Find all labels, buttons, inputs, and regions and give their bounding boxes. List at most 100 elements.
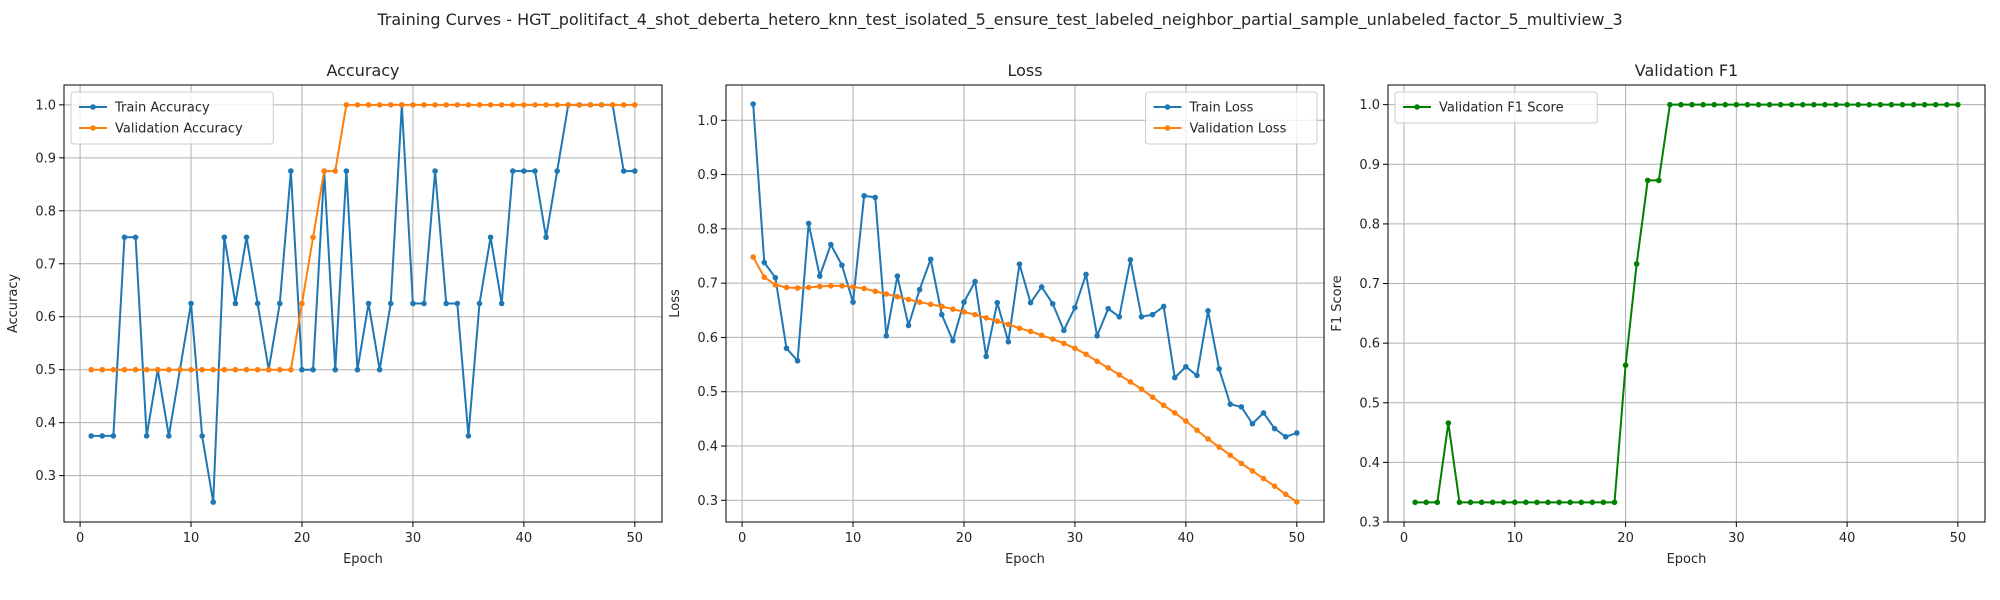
data-point-train-loss <box>1116 314 1123 320</box>
data-point-validation-f1-score <box>1633 261 1640 267</box>
data-point-train-loss <box>950 337 956 344</box>
data-point-validation-f1-score <box>1877 101 1884 108</box>
data-point-validation-accuracy <box>288 366 294 373</box>
data-point-train-loss <box>750 101 756 107</box>
data-point-validation-accuracy <box>210 366 217 373</box>
data-point-validation-loss <box>1171 410 1178 416</box>
data-point-validation-f1-score <box>1733 101 1740 108</box>
legend-swatch-marker <box>1164 125 1171 131</box>
data-point-validation-loss <box>1138 386 1145 392</box>
data-point-train-accuracy <box>543 234 549 241</box>
data-point-train-loss <box>1282 433 1289 440</box>
data-point-validation-accuracy <box>399 102 405 108</box>
x-tick-label: 40 <box>1178 531 1195 546</box>
y-tick-label: 0.5 <box>1359 396 1380 411</box>
data-point-train-accuracy <box>343 168 350 174</box>
legend-box <box>70 91 274 145</box>
data-point-validation-accuracy <box>509 102 516 108</box>
legend-swatch-marker <box>90 125 96 131</box>
data-point-validation-f1-score <box>1888 101 1895 108</box>
panel-loss: 0 10 20 30 40 50 0.3 0.4 0.5 0.6 0.7 0.8 0.9 1.0 Loss E… <box>668 61 1325 567</box>
data-point-validation-f1-score <box>1932 101 1939 108</box>
data-point-train-accuracy <box>288 168 294 174</box>
data-point-validation-accuracy <box>521 102 527 108</box>
y-tick-label: 0.8 <box>35 204 56 219</box>
series-validation-f1-score <box>1412 101 1961 506</box>
data-point-validation-accuracy <box>299 300 305 307</box>
data-point-validation-f1-score <box>1766 101 1773 108</box>
data-point-train-loss <box>1027 299 1034 306</box>
figure-suptitle: Training Curves - HGT_politifact_4_shot_… <box>376 10 1622 30</box>
data-point-validation-f1-score <box>1744 101 1751 108</box>
x-axis-label: Epoch <box>1667 552 1707 567</box>
data-point-validation-f1-score <box>1799 101 1806 108</box>
data-point-validation-accuracy <box>354 102 361 108</box>
data-point-validation-loss <box>1282 491 1289 498</box>
data-point-validation-f1-score <box>1456 499 1463 506</box>
data-point-validation-loss <box>1116 372 1123 378</box>
data-point-validation-loss <box>1194 427 1200 434</box>
series-train-loss <box>750 101 1300 440</box>
data-point-train-loss <box>1149 311 1156 318</box>
data-point-validation-f1-score <box>1921 101 1928 108</box>
data-point-train-accuracy <box>88 433 94 439</box>
data-point-validation-f1-score <box>1943 101 1950 108</box>
data-point-validation-loss <box>1149 394 1156 400</box>
data-point-validation-f1-score <box>1523 499 1529 506</box>
data-point-validation-accuracy <box>532 102 538 108</box>
data-point-validation-accuracy <box>343 102 350 108</box>
data-point-validation-f1-score <box>1644 177 1651 184</box>
data-point-validation-f1-score <box>1833 101 1839 108</box>
data-point-validation-f1-score <box>1600 499 1607 506</box>
data-point-validation-f1-score <box>1512 499 1518 506</box>
data-point-train-loss <box>861 192 867 199</box>
data-point-validation-loss <box>850 284 856 290</box>
data-point-train-accuracy <box>243 234 250 241</box>
data-point-validation-accuracy <box>154 366 161 373</box>
data-point-validation-loss <box>861 285 867 292</box>
legend-entry-validation-f1-score: Validation F1 Score <box>1403 101 1564 116</box>
x-tick-label: 40 <box>1839 531 1856 546</box>
data-point-validation-f1-score <box>1777 101 1784 108</box>
data-point-train-accuracy <box>521 168 527 174</box>
y-tick-label: 1.0 <box>35 98 56 113</box>
data-point-train-loss <box>1061 327 1067 334</box>
y-tick-label: 0.6 <box>35 310 56 325</box>
data-point-validation-f1-score <box>1855 101 1861 108</box>
data-point-validation-loss <box>994 318 1001 324</box>
data-point-validation-loss <box>927 301 934 308</box>
data-point-validation-accuracy <box>454 102 461 108</box>
data-point-validation-f1-score <box>1678 101 1684 108</box>
data-point-validation-accuracy <box>199 366 205 373</box>
data-point-train-loss <box>761 259 768 266</box>
x-tick-label: 10 <box>845 531 862 546</box>
x-axis-label: Epoch <box>1005 552 1045 567</box>
data-point-train-accuracy <box>99 433 106 439</box>
legend-entry-train-accuracy: Train Accuracy <box>79 101 210 116</box>
y-tick-label: 0.9 <box>697 168 718 183</box>
data-point-validation-f1-score <box>1689 101 1695 108</box>
data-point-train-accuracy <box>432 168 438 174</box>
data-point-train-accuracy <box>410 300 416 307</box>
legend-box <box>1145 91 1318 145</box>
data-point-train-loss <box>1160 303 1167 310</box>
data-point-validation-loss <box>1249 468 1256 474</box>
data-point-validation-f1-score <box>1545 499 1551 506</box>
data-point-validation-loss <box>1027 328 1034 335</box>
data-point-validation-loss <box>1061 340 1067 347</box>
data-point-validation-loss <box>1260 475 1267 482</box>
data-point-validation-f1-score <box>1844 101 1850 108</box>
data-point-validation-accuracy <box>310 234 316 241</box>
y-tick-label: 0.4 <box>697 440 718 455</box>
y-tick-label: 0.7 <box>1359 277 1380 292</box>
data-point-validation-accuracy <box>132 366 139 373</box>
legend-label: Validation F1 Score <box>1439 101 1564 116</box>
data-point-validation-f1-score <box>1567 499 1574 506</box>
data-point-validation-accuracy <box>254 366 261 373</box>
data-point-train-loss <box>1072 304 1078 311</box>
legend: Train Loss Validation Loss <box>1145 91 1318 145</box>
data-point-validation-loss <box>794 285 801 291</box>
x-tick-label: 20 <box>1617 531 1634 546</box>
data-point-validation-f1-score <box>1445 420 1452 426</box>
data-point-train-accuracy <box>454 300 461 307</box>
